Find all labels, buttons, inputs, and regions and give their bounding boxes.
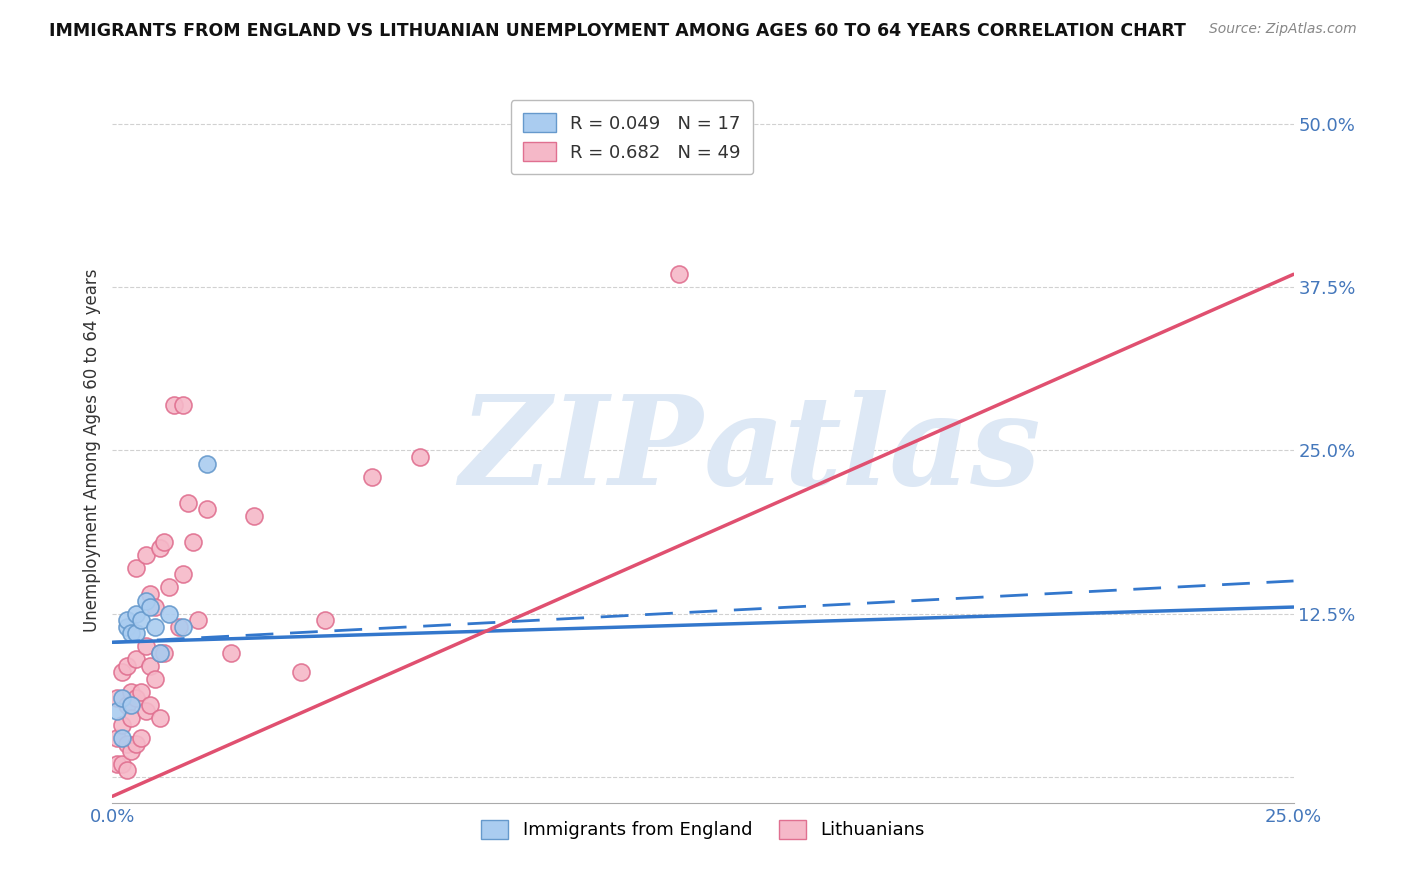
Point (111, 731, 134, 745)
Point (105, 756, 128, 771)
Y-axis label: Unemployment Among Ages 60 to 64 years: Unemployment Among Ages 60 to 64 years (83, 268, 101, 632)
Point (120, 626, 142, 640)
Point (111, 691, 134, 706)
Point (115, 613, 138, 627)
Point (195, 502, 218, 516)
Point (186, 613, 208, 627)
Point (408, 450, 430, 464)
Point (139, 698, 162, 712)
Point (139, 600, 162, 615)
Point (115, 763, 138, 777)
Point (361, 469, 384, 483)
Point (314, 613, 336, 627)
Point (125, 561, 148, 575)
Point (115, 737, 138, 751)
Point (129, 731, 152, 745)
Point (149, 711, 172, 725)
Point (125, 691, 148, 706)
Point (143, 600, 166, 615)
Point (125, 607, 148, 621)
Text: atlas: atlas (703, 390, 1040, 511)
Point (135, 548, 157, 562)
Point (120, 743, 142, 757)
Point (125, 626, 148, 640)
Point (574, 104, 596, 119)
Text: Source: ZipAtlas.com: Source: ZipAtlas.com (1209, 22, 1357, 37)
Point (149, 646, 172, 660)
Point (115, 658, 138, 673)
Point (172, 620, 194, 634)
Point (125, 737, 148, 751)
Point (139, 587, 162, 601)
Point (143, 672, 166, 686)
Point (120, 698, 142, 712)
Point (219, 646, 242, 660)
Point (167, 620, 190, 634)
Text: ZIP: ZIP (460, 390, 703, 511)
Text: IMMIGRANTS FROM ENGLAND VS LITHUANIAN UNEMPLOYMENT AMONG AGES 60 TO 64 YEARS COR: IMMIGRANTS FROM ENGLAND VS LITHUANIAN UN… (49, 22, 1187, 40)
Point (111, 756, 134, 771)
Point (153, 646, 176, 660)
Point (157, 607, 180, 621)
Point (668, 268, 690, 282)
Point (105, 731, 128, 745)
Point (290, 665, 312, 680)
Point (172, 398, 194, 412)
Point (129, 613, 152, 627)
Point (105, 705, 128, 719)
Point (135, 639, 157, 653)
Point (139, 658, 162, 673)
Point (111, 717, 134, 731)
Point (125, 652, 148, 666)
Point (120, 711, 142, 725)
Point (111, 665, 134, 680)
Point (243, 508, 266, 523)
Point (157, 581, 180, 595)
Point (172, 567, 194, 582)
Point (153, 534, 176, 549)
Point (115, 698, 138, 712)
Point (115, 620, 138, 634)
Point (149, 646, 172, 660)
Point (177, 496, 200, 510)
Point (135, 593, 157, 607)
Point (195, 457, 218, 471)
Point (163, 398, 186, 412)
Point (135, 705, 157, 719)
Legend: Immigrants from England, Lithuanians: Immigrants from England, Lithuanians (474, 813, 932, 847)
Point (143, 620, 166, 634)
Point (129, 685, 152, 699)
Point (120, 685, 142, 699)
Point (105, 691, 128, 706)
Point (149, 541, 172, 556)
Point (181, 534, 204, 549)
